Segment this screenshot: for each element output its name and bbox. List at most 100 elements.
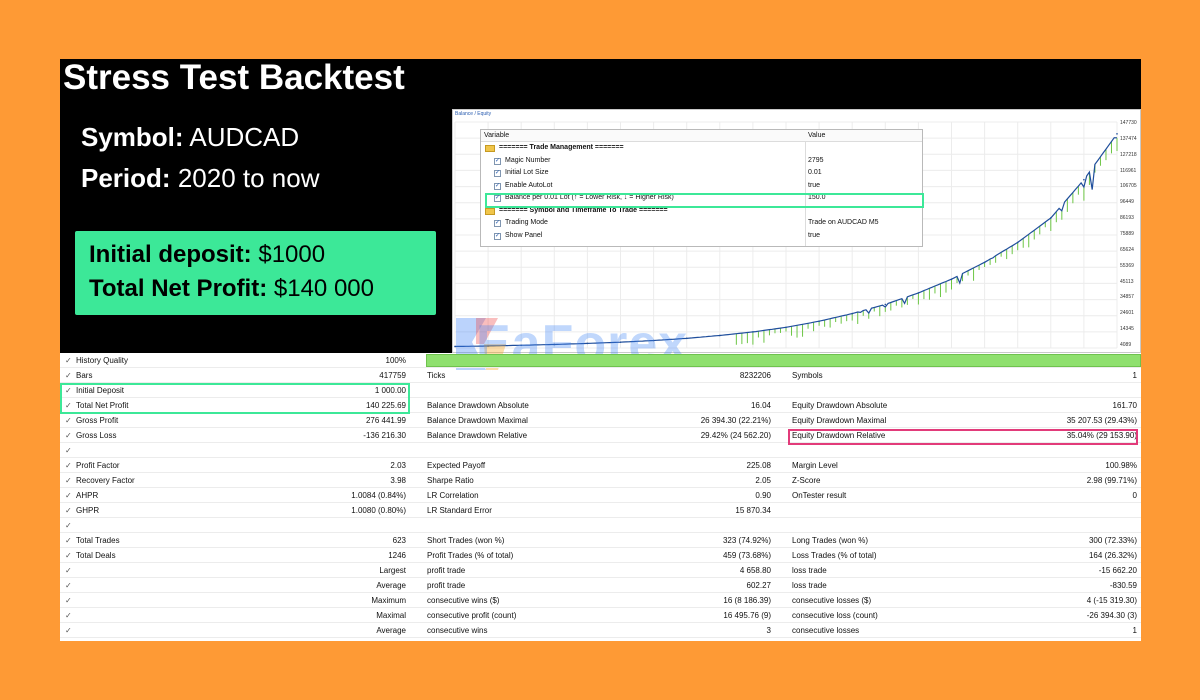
symbol-label: Symbol: <box>81 122 184 152</box>
y-tick-label: 34857 <box>1120 294 1134 301</box>
category-row[interactable]: ======= Symbol and Timeframe To Trade ==… <box>481 205 922 217</box>
input-row[interactable]: ✓ Enable AutoLot true <box>481 180 922 192</box>
deposit-profit-highlight <box>60 383 410 414</box>
stat-label: Balance Drawdown Absolute <box>427 401 529 410</box>
balance-point <box>619 341 622 343</box>
folder-icon <box>485 207 495 215</box>
inputs-table-header: Variable Value <box>481 130 922 142</box>
input-value[interactable]: 2795 <box>808 156 824 164</box>
period-line: Period: 2020 to now <box>81 163 319 193</box>
page-title: Stress Test Backtest <box>63 59 405 97</box>
checkbox-icon[interactable]: ✓ <box>494 170 501 177</box>
stats-row: ✓ <box>60 443 1141 458</box>
y-tick-label: 86193 <box>1120 215 1134 222</box>
checkbox-icon[interactable]: ✓ <box>494 182 501 190</box>
stat-value: Maximal <box>376 611 406 620</box>
history-quality-bar <box>426 354 1141 367</box>
checkbox-icon[interactable]: ✓ <box>494 195 501 202</box>
checkbox-icon[interactable]: ✓ <box>494 232 501 240</box>
stats-row: ✓ AHPR 1.0084 (0.84%) LR Correlation 0.90 OnT… <box>60 488 1141 503</box>
stat-label: Sharpe Ratio <box>427 476 474 485</box>
stat-value: 164 (26.32%) <box>1088 551 1137 560</box>
stat-label: Equity Drawdown Absolute <box>792 401 888 410</box>
stats-row: ✓ Total Trades 623 Short Trades (won %) 323 … <box>60 533 1141 548</box>
balance-point <box>1016 241 1019 244</box>
checkbox-icon[interactable]: ✓ <box>494 157 501 165</box>
stat-label: Profit Trades (% of total) <box>427 551 514 560</box>
balance-point <box>785 326 787 329</box>
header-variable: Variable <box>484 132 510 139</box>
check-icon: ✓ <box>65 566 72 575</box>
stat-value: 417759 <box>379 371 406 380</box>
input-value[interactable]: Trade on AUDCAD M5 <box>808 219 879 226</box>
stat-label: Loss Trades (% of total) <box>792 551 877 560</box>
input-name: Trading Mode <box>505 219 548 226</box>
y-tick-label: 55369 <box>1120 262 1134 269</box>
stats-row: ✓ Total Deals 1246 Profit Trades (% of tota… <box>60 548 1141 563</box>
checkbox-icon[interactable]: ✓ <box>494 220 501 227</box>
stat-value: 300 (72.33%) <box>1088 536 1137 545</box>
stat-label: consecutive wins <box>427 626 488 635</box>
stat-value: 1 <box>1132 626 1137 635</box>
stat-label: Total Net Profit <box>76 401 129 410</box>
y-tick-label: 45113 <box>1120 278 1134 285</box>
input-row[interactable]: ✓ Trading Mode Trade on AUDCAD M5 <box>481 217 922 229</box>
stat-label: Long Trades (won %) <box>792 536 869 545</box>
period-label: Period: <box>81 163 171 193</box>
stat-label: History Quality <box>76 356 129 365</box>
stats-row: ✓ Maximal consecutive profit (count) 16 495… <box>60 608 1141 623</box>
stat-value: -136 216.30 <box>363 431 406 440</box>
stat-value: 3.98 <box>390 476 406 485</box>
input-row[interactable]: ✓ Initial Lot Size 0.01 <box>481 167 922 179</box>
check-icon: ✓ <box>65 581 72 590</box>
deposit-line: Initial deposit: $1000 <box>89 241 325 269</box>
input-row[interactable]: ✓ Magic Number 2795 <box>481 155 922 167</box>
input-name: ======= Trade Management ======= <box>499 144 624 151</box>
stat-label: AHPR <box>76 491 99 500</box>
stat-label: consecutive losses <box>792 626 860 635</box>
y-tick-label: 24601 <box>1120 310 1134 317</box>
check-icon: ✓ <box>65 431 72 440</box>
y-tick-label: 127218 <box>1120 151 1137 158</box>
stat-label: Balance Drawdown Relative <box>427 431 528 440</box>
stat-value: 1.0080 (0.80%) <box>351 506 406 515</box>
input-row[interactable]: ✓ Show Panel true <box>481 230 922 242</box>
screenshot-frame: Stress Test Backtest Symbol: AUDCAD Peri… <box>60 59 1141 641</box>
folder-icon <box>485 145 495 152</box>
stat-value: 2.98 (99.71%) <box>1086 476 1137 485</box>
stat-label: OnTester result <box>792 491 847 500</box>
stat-value: -15 662.20 <box>1098 566 1137 575</box>
stats-row: ✓ Gross Loss -136 216.30 Balance Drawdown R… <box>60 428 1141 443</box>
stat-label: consecutive wins ($) <box>427 596 500 605</box>
check-icon: ✓ <box>65 491 72 500</box>
stat-value: 1 000.00 <box>374 386 406 395</box>
stat-label: Margin Level <box>792 461 838 470</box>
category-row[interactable]: ======= Trade Management ======= <box>481 142 922 154</box>
stat-label: Symbols <box>792 371 823 380</box>
input-row[interactable]: ✓ Balance per 0.01 Lot (↑ = Lower Risk, ↓… <box>481 192 922 204</box>
stat-value: -830.59 <box>1109 581 1137 590</box>
net-profit-line: Total Net Profit: $140 000 <box>89 275 374 303</box>
input-value[interactable]: 150.0 <box>808 194 826 201</box>
balance-point <box>553 343 556 346</box>
stats-row: ✓ Average profit trade 602.27 loss trade -830… <box>60 578 1141 593</box>
net-profit-label: Total Net Profit: <box>89 275 268 302</box>
check-icon: ✓ <box>65 446 72 455</box>
chart-tab-label[interactable]: Balance / Equity <box>455 111 492 117</box>
stat-value: 100.98% <box>1105 461 1137 470</box>
stats-row: ✓ Recovery Factor 3.98 Sharpe Ratio 2.05 Z-Sc… <box>60 473 1141 488</box>
stat-value: 35.04% (29 153.90) <box>1066 431 1137 440</box>
stat-value: 140 225.69 <box>365 401 406 410</box>
input-name: ======= Symbol and Timeframe To Trade ==… <box>499 206 668 214</box>
stat-value: 15 870.34 <box>735 506 771 515</box>
input-value[interactable]: true <box>808 181 821 189</box>
stat-label: Short Trades (won %) <box>427 536 505 545</box>
check-icon: ✓ <box>65 401 72 410</box>
check-icon: ✓ <box>65 356 72 365</box>
stats-row: ✓ Largest profit trade 4 658.80 loss trade -1… <box>60 563 1141 578</box>
y-tick-label: 106705 <box>1120 183 1137 190</box>
input-value[interactable]: true <box>808 231 821 239</box>
backtest-stats-table: ✓ History Quality 100% ✓ Bars 417759 Ticks 8232… <box>60 353 1141 641</box>
input-value[interactable]: 0.01 <box>808 169 822 176</box>
y-tick-label: 4089 <box>1120 342 1132 348</box>
